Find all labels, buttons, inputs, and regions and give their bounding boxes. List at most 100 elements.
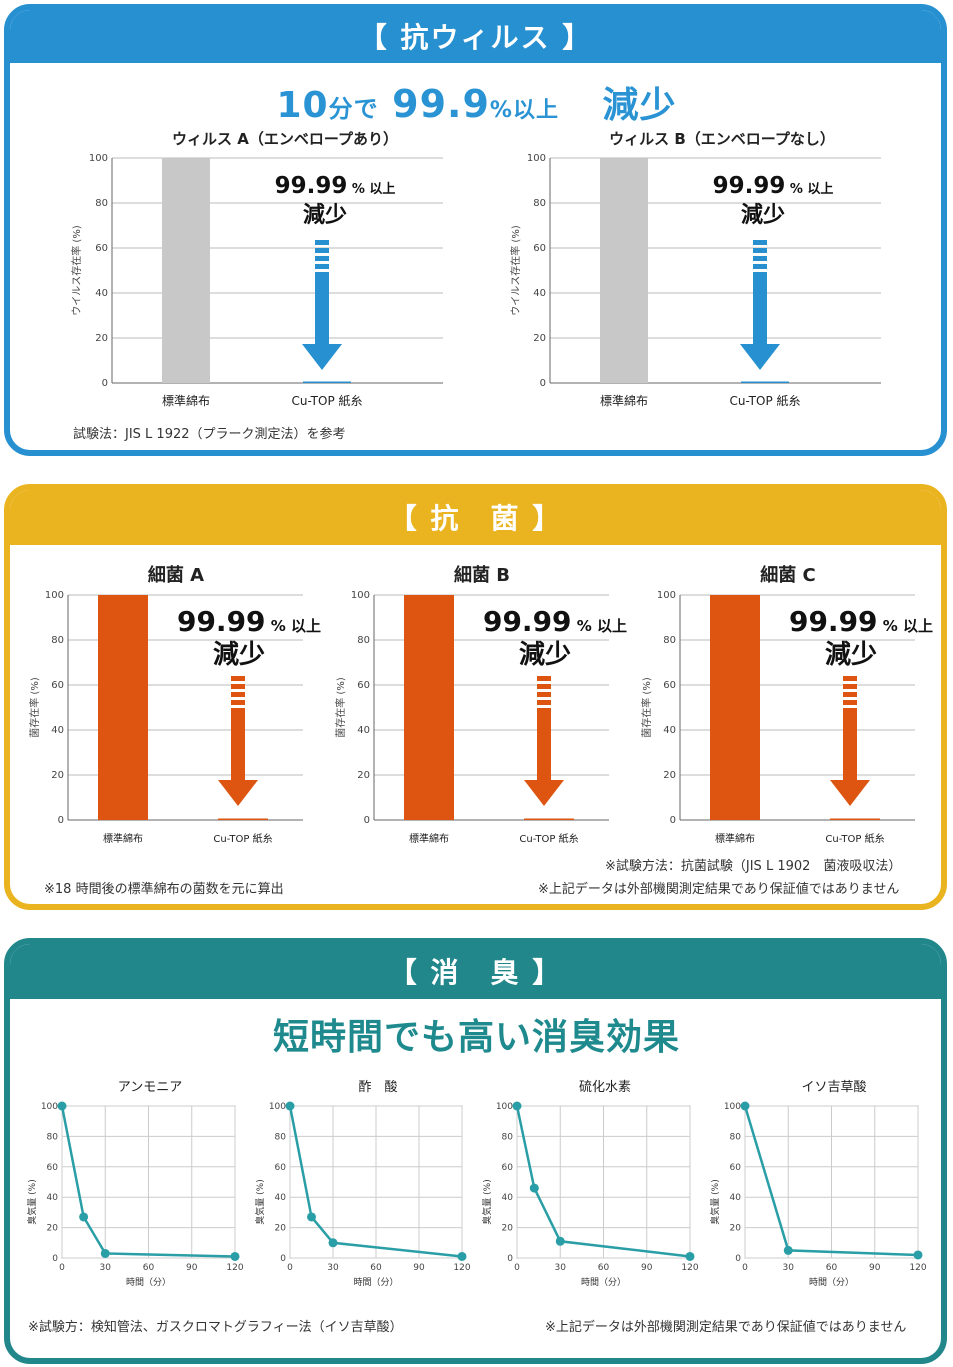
antibacterial-header: 【 抗 菌 】 — [10, 490, 941, 545]
deodorizing-headline: 短時間でも高い消臭効果 — [272, 1017, 680, 1058]
x-tick-label: 120 — [909, 1263, 926, 1273]
y-tick-label: 60 — [51, 680, 64, 691]
y-tick-label: 80 — [95, 198, 108, 209]
y-tick-label: 80 — [663, 635, 676, 646]
bar-chart-2: 細菌 A 0 20 40 60 80 100 菌存在率 (%) 標準綿布 Cu-TOP 紙糸 99.… — [28, 564, 321, 845]
y-tick-label: 0 — [670, 815, 676, 826]
y-tick-label: 80 — [730, 1132, 742, 1142]
arrow-stripe — [231, 692, 245, 697]
y-tick-label: 20 — [95, 333, 108, 344]
y-tick-label: 0 — [364, 815, 370, 826]
arrow-stripe — [843, 700, 857, 705]
bar — [98, 595, 148, 820]
data-point — [783, 1245, 793, 1255]
chart-title: 細菌 C — [760, 564, 815, 586]
bar — [600, 158, 648, 383]
line-chart-2: 酢 酸 0 20 40 60 80 100 0 30 60 90 120 時間（分） 臭気量 (%) — [254, 1080, 471, 1288]
x-tick-label: 120 — [453, 1263, 470, 1273]
y-axis-label: 菌存在率 (%) — [28, 677, 41, 738]
antivirus-headline: 10分で 99.9%以上 減少 — [0, 76, 953, 128]
category-label: 標準綿布 — [600, 393, 648, 408]
x-axis-label: 時間（分） — [126, 1277, 171, 1288]
data-point — [285, 1101, 295, 1111]
y-tick-label: 40 — [51, 725, 64, 736]
y-axis-label: 臭気量 (%) — [26, 1179, 38, 1224]
bar-chart-4: 細菌 C 0 20 40 60 80 100 菌存在率 (%) 標準綿布 Cu-TOP 紙糸 99.… — [640, 564, 933, 845]
y-tick-label: 0 — [540, 378, 546, 389]
headline-percent: 99.9 — [392, 82, 490, 126]
data-point — [529, 1183, 539, 1193]
series-line — [288, 1105, 463, 1258]
y-tick-label: 20 — [730, 1224, 742, 1234]
y-tick-label: 20 — [47, 1224, 59, 1234]
bar-chart-3: 細菌 B 0 20 40 60 80 100 菌存在率 (%) 標準綿布 Cu-TOP 紙糸 99.… — [334, 564, 627, 845]
reduction-annotation: 99.99 % 以上 — [789, 605, 933, 638]
x-tick-label: 30 — [783, 1263, 795, 1273]
y-tick-label: 100 — [351, 590, 370, 601]
data-point — [913, 1250, 923, 1260]
arrow-stripe — [231, 684, 245, 689]
antivirus-header: 【 抗ウィルス 】 — [10, 10, 941, 63]
y-tick-label: 60 — [357, 680, 370, 691]
chart-title: 細菌 B — [454, 564, 510, 586]
arrow-stripe — [231, 700, 245, 705]
y-axis-label: 菌存在率 (%) — [334, 677, 347, 738]
x-tick-label: 60 — [370, 1263, 382, 1273]
bar — [741, 381, 789, 383]
line-chart-3: 硫化水素 0 20 40 60 80 100 0 30 60 90 120 時間（分） 臭気量 (%) — [481, 1080, 699, 1288]
category-label: Cu-TOP 紙糸 — [291, 393, 362, 408]
annotation-value: 99.99 — [177, 605, 266, 638]
x-tick-label: 30 — [327, 1263, 339, 1273]
headline-percent-unit: %以上 — [489, 98, 559, 123]
annotation-value: 99.99 — [275, 173, 348, 199]
arrow-head — [524, 780, 564, 806]
data-point — [740, 1101, 750, 1111]
arrow-stripe — [843, 684, 857, 689]
arrow-stripe — [231, 676, 245, 681]
y-tick-label: 0 — [507, 1254, 513, 1264]
reduction-annotation: 99.99 % 以上 — [713, 173, 834, 199]
arrow-shaft — [843, 708, 857, 780]
arrow-stripe — [537, 676, 551, 681]
y-tick-label: 80 — [357, 635, 370, 646]
antivirus-panel: 【 抗ウィルス 】 — [4, 4, 947, 456]
bar — [218, 818, 268, 820]
annotation-decrease: 減少 — [213, 640, 265, 670]
annotation-value: 99.99 — [713, 173, 786, 199]
category-label: 標準綿布 — [162, 393, 210, 408]
x-tick-label: 30 — [100, 1263, 112, 1273]
y-tick-label: 60 — [663, 680, 676, 691]
bar — [524, 818, 574, 820]
antibacterial-note-method: ※試験方法：抗菌試験（JIS L 1902 菌液吸収法） — [605, 859, 902, 874]
data-point — [100, 1248, 110, 1258]
y-tick-label: 40 — [730, 1193, 742, 1203]
y-tick-label: 80 — [533, 198, 546, 209]
bar — [830, 818, 880, 820]
arrow-shaft — [231, 708, 245, 780]
arrow-stripe — [753, 248, 767, 253]
annotation-unit: % 以上 — [266, 617, 321, 635]
deodorizing-note-right: ※上記データは外部機関測定結果であり保証値ではありません — [545, 1320, 907, 1335]
chart-title: イソ吉草酸 — [801, 1080, 866, 1095]
series-line — [60, 1105, 236, 1258]
category-label: 標準綿布 — [409, 832, 449, 845]
chart-title: ウィルス A（エンベロープあり） — [172, 130, 398, 148]
y-tick-label: 20 — [533, 333, 546, 344]
arrow-stripe — [315, 264, 329, 269]
data-point — [79, 1212, 89, 1222]
bar-chart-1: ウィルス B（エンベロープなし） 0 20 40 60 80 100 ウイルス存在率 (%) 標… — [509, 130, 881, 408]
y-axis-label: 菌存在率 (%) — [640, 677, 653, 738]
arrow-head — [830, 780, 870, 806]
series-line — [515, 1105, 691, 1258]
arrow-stripe — [753, 240, 767, 245]
arrow-head — [302, 344, 342, 370]
annotation-decrease: 減少 — [741, 203, 785, 228]
x-tick-label: 90 — [186, 1263, 198, 1273]
arrow-stripe — [753, 264, 767, 269]
y-tick-label: 100 — [657, 590, 676, 601]
category-label: Cu-TOP 紙糸 — [825, 832, 884, 845]
annotation-decrease: 減少 — [825, 640, 877, 670]
chart-title: ウィルス B（エンベロープなし） — [609, 130, 835, 148]
arrow-stripe — [537, 692, 551, 697]
category-label: 標準綿布 — [715, 832, 755, 845]
